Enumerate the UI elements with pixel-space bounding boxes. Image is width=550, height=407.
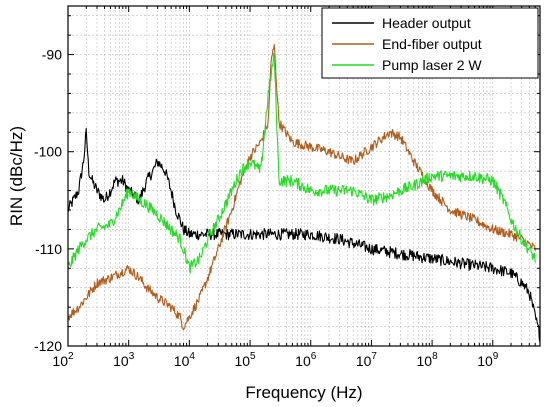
series-lines (67, 44, 541, 343)
legend-label-end-fiber-output: End-fiber output (382, 36, 482, 52)
series-line-0 (67, 128, 541, 343)
x-tick-label: 105 (234, 351, 256, 369)
y-axis-title: RIN (dBc/Hz) (7, 126, 26, 226)
legend: Header output End-fiber output Pump lase… (321, 7, 539, 79)
x-tick-label: 107 (356, 351, 378, 369)
legend-label-header-output: Header output (382, 15, 471, 31)
x-axis-title: Frequency (Hz) (245, 383, 362, 402)
y-tick-label: -120 (34, 338, 62, 354)
y-tick-label: -90 (42, 47, 62, 63)
x-tick-label: 109 (477, 351, 499, 369)
x-tick-label: 106 (295, 351, 317, 369)
series-line-1 (67, 44, 536, 331)
series-line-2 (67, 53, 536, 274)
plot-frame (67, 5, 541, 347)
legend-box (321, 7, 539, 79)
x-tick-label: 108 (417, 351, 439, 369)
x-tick-label: 104 (174, 351, 196, 369)
y-tick-label: -100 (34, 144, 62, 160)
y-tick-label: -110 (35, 241, 62, 257)
x-tick-label: 103 (113, 351, 135, 369)
legend-label-pump-laser: Pump laser 2 W (382, 57, 482, 73)
